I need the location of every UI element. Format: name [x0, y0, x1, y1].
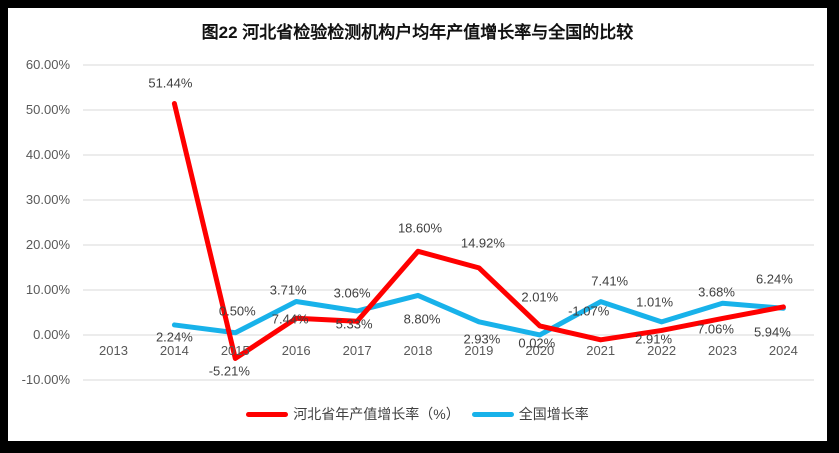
- chart-legend: 河北省年产值增长率（%） 全国增长率: [8, 404, 827, 424]
- chart-title: 图22 河北省检验检测机构户均年产值增长率与全国的比较: [201, 23, 634, 42]
- data-label-national: 8.80%: [403, 311, 441, 327]
- x-axis-label: 2018: [403, 343, 433, 358]
- x-axis-label: 2024: [768, 343, 798, 358]
- data-label-hebei: 3.71%: [269, 282, 307, 298]
- x-axis-label: 2016: [281, 343, 311, 358]
- data-label-national: 2.24%: [155, 329, 193, 345]
- data-label-national: 5.33%: [335, 316, 373, 332]
- legend-swatch-hebei: [246, 411, 289, 417]
- data-label-hebei: 6.24%: [755, 271, 793, 287]
- data-label-national: 0.02%: [518, 335, 556, 351]
- y-axis-tick: 0.00%: [33, 327, 70, 342]
- data-label-hebei: 18.60%: [397, 220, 443, 236]
- x-axis-label: 2013: [99, 343, 128, 358]
- data-label-hebei: 3.06%: [333, 285, 371, 301]
- y-axis-tick: -10.00%: [21, 372, 70, 387]
- data-label-national: 5.94%: [753, 324, 791, 340]
- y-axis-tick: 10.00%: [25, 282, 70, 297]
- y-axis-tick: 30.00%: [25, 192, 70, 207]
- x-axis-label: 2022: [647, 343, 677, 358]
- legend-item-hebei: 河北省年产值增长率（%）: [246, 404, 460, 424]
- data-label-hebei: 1.01%: [636, 294, 674, 310]
- x-axis-label: 2014: [159, 343, 189, 358]
- data-label-national: 2.93%: [463, 331, 501, 347]
- data-label-hebei: 14.92%: [460, 235, 505, 251]
- y-axis-tick: 50.00%: [25, 102, 70, 117]
- x-axis-label: 2015: [220, 343, 250, 358]
- y-axis-tick: 60.00%: [25, 57, 70, 72]
- x-axis-label: 2020: [525, 343, 555, 358]
- data-label-hebei: 3.68%: [698, 284, 735, 300]
- x-axis-label: 2023: [708, 343, 737, 358]
- data-label-hebei: 2.01%: [521, 289, 559, 305]
- x-axis-label: 2019: [464, 343, 494, 358]
- legend-swatch-national: [471, 411, 514, 417]
- line-chart-plot: [83, 64, 814, 381]
- data-label-national: 7.41%: [591, 273, 629, 289]
- data-label-hebei: -5.21%: [208, 363, 250, 379]
- series-line-hebei: [171, 101, 786, 361]
- chart-card: 图22 河北省检验检测机构户均年产值增长率与全国的比较 60.00% 50.00%…: [8, 8, 827, 441]
- data-label-hebei: 51.44%: [148, 75, 193, 91]
- data-label-national: 0.50%: [218, 303, 256, 319]
- data-label-national: 2.91%: [635, 331, 673, 347]
- legend-item-national: 全国增长率: [471, 404, 589, 424]
- series-line-national: [171, 292, 786, 338]
- data-label-national: 7.06%: [697, 321, 734, 337]
- x-axis-label: 2021: [586, 343, 616, 358]
- y-axis-tick: 20.00%: [25, 237, 70, 252]
- y-axis-tick: 40.00%: [25, 147, 70, 162]
- data-label-national: 7.44%: [271, 311, 309, 327]
- legend-label-national: 全国增长率: [518, 406, 589, 422]
- x-axis-label: 2017: [342, 343, 372, 358]
- data-label-hebei: -1.07%: [568, 303, 610, 319]
- legend-label-hebei: 河北省年产值增长率（%）: [293, 406, 460, 422]
